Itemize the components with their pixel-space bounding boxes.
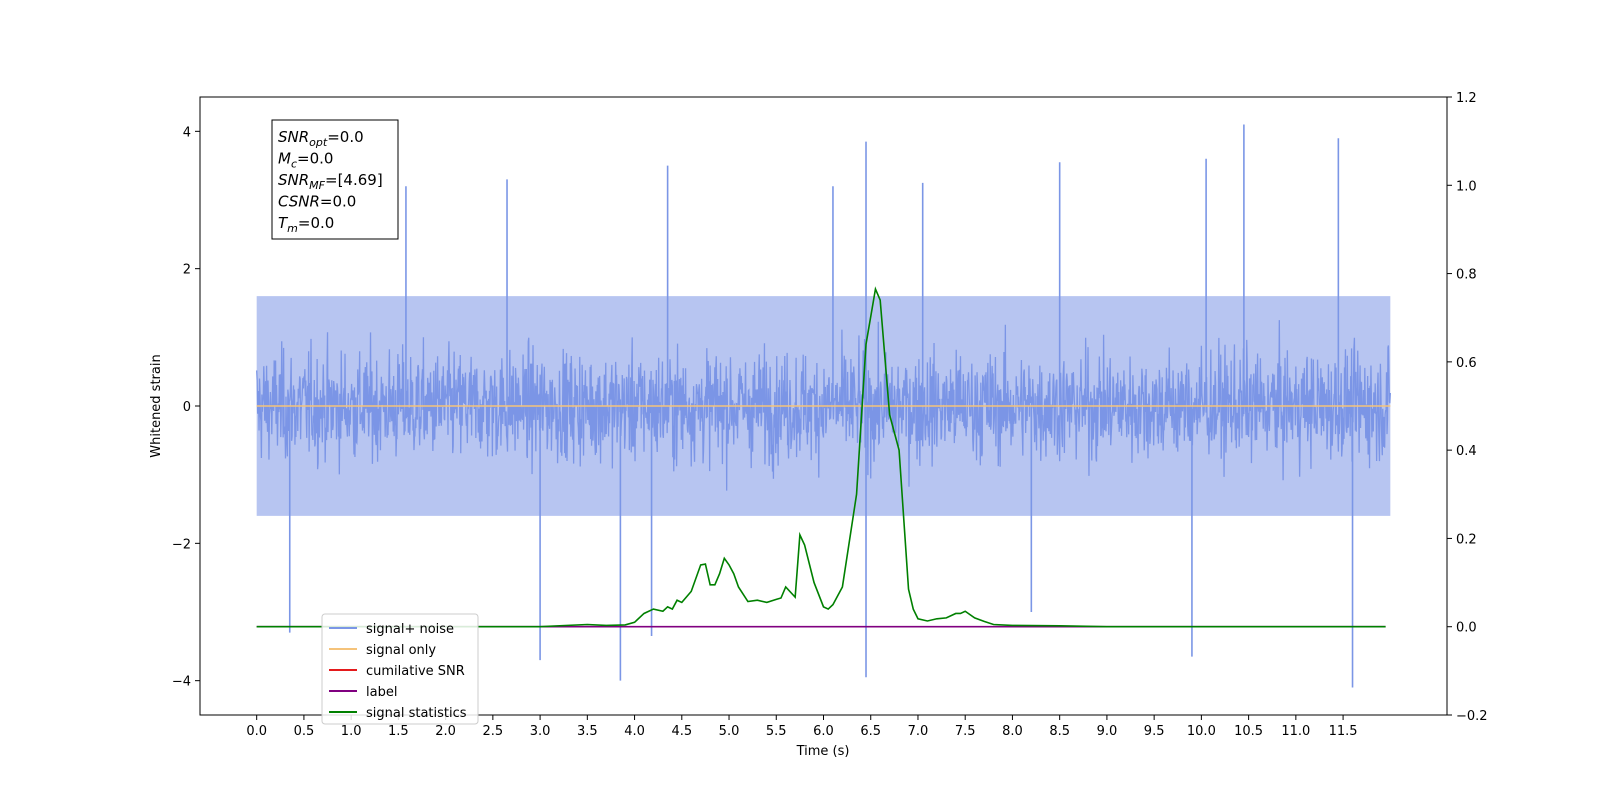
x-tick-label: 6.5 — [860, 724, 881, 739]
x-tick-label: 8.5 — [1049, 724, 1070, 739]
legend-frame — [321, 613, 479, 725]
y-axis-left: −4 −2 0 2 4 — [172, 125, 200, 690]
x-tick-label: 2.5 — [483, 724, 504, 739]
y2-tick-label: 0.8 — [1456, 268, 1477, 283]
x-tick-label: 0.0 — [246, 724, 267, 739]
x-tick-label: 11.5 — [1329, 724, 1358, 739]
x-tick-label: 4.0 — [624, 724, 645, 739]
legend-label: signal+ noise — [366, 622, 454, 637]
x-tick-label: 11.0 — [1281, 724, 1310, 739]
x-tick-label: 5.0 — [719, 724, 740, 739]
y-tick-label: 4 — [183, 125, 191, 140]
annotation-lines: SNRopt=0.0Mc=0.0SNRMF=[4.69]CSNR=0.0Tm=0… — [278, 128, 383, 235]
x-tick-label: 10.0 — [1187, 724, 1216, 739]
y2-tick-label: 1.2 — [1456, 91, 1477, 106]
annotation-line: SNRMF=[4.69] — [278, 171, 383, 192]
annotation-line: Tm=0.0 — [278, 214, 334, 235]
annotation-line: Mc=0.0 — [278, 150, 333, 171]
annotation-base: SNR — [278, 128, 309, 146]
y2-tick-label: −0.2 — [1456, 709, 1488, 724]
legend-label: signal only — [366, 643, 436, 658]
x-tick-label: 2.0 — [435, 724, 456, 739]
annotation-value: =0.0 — [327, 128, 363, 146]
legend: signal+ noise signal only cumilative SNR la… — [321, 613, 479, 725]
annotation-sub: opt — [309, 136, 328, 149]
x-tick-label: 1.5 — [388, 724, 409, 739]
annotation-base: M — [278, 150, 291, 168]
series-layer — [256, 124, 1391, 688]
x-tick-label: 7.0 — [908, 724, 929, 739]
x-tick-label: 1.0 — [341, 724, 362, 739]
annotation-line: CSNR=0.0 — [278, 193, 356, 211]
x-axis: 0.0 0.5 1.0 1.5 2.0 2.5 3.0 3.5 4.0 4.5 5.0 5.5 6.0 6… — [246, 715, 1358, 739]
y2-tick-label: 0.6 — [1456, 356, 1477, 371]
x-tick-label: 5.5 — [766, 724, 787, 739]
annotation-line: SNRopt=0.0 — [278, 128, 364, 149]
annotation-base: T — [278, 214, 289, 232]
x-tick-label: 4.5 — [671, 724, 692, 739]
annotation-box: SNRopt=0.0Mc=0.0SNRMF=[4.69]CSNR=0.0Tm=0… — [271, 119, 399, 240]
y-tick-label: 0 — [183, 400, 191, 415]
y2-tick-label: 0.2 — [1456, 532, 1477, 547]
y2-tick-label: 0.4 — [1456, 444, 1477, 459]
y-tick-label: −2 — [172, 537, 191, 552]
x-tick-label: 0.5 — [294, 724, 315, 739]
x-tick-label: 3.5 — [577, 724, 598, 739]
x-tick-label: 10.5 — [1234, 724, 1263, 739]
series-signal-statistics — [256, 286, 1386, 628]
annotation-frame — [271, 119, 399, 240]
x-tick-label: 3.0 — [530, 724, 551, 739]
y2-tick-label: 1.0 — [1456, 179, 1477, 194]
annotation-value: =0.0 — [320, 193, 356, 211]
y-tick-label: −4 — [172, 675, 191, 690]
legend-label: signal statistics — [366, 706, 467, 721]
x-tick-label: 9.5 — [1144, 724, 1165, 739]
x-tick-label: 7.5 — [955, 724, 976, 739]
legend-label: label — [366, 685, 397, 700]
annotation-sub: c — [291, 158, 297, 171]
y-tick-label: 2 — [183, 263, 191, 278]
annotation-sub: m — [287, 222, 298, 235]
annotation-base: SNR — [278, 171, 309, 189]
y-axis-label: Whitened strain — [149, 354, 164, 457]
legend-label: cumilative SNR — [366, 664, 465, 679]
legend-items: signal+ noise signal only cumilative SNR la… — [329, 622, 467, 721]
annotation-base: CSNR — [278, 193, 320, 211]
x-tick-label: 9.0 — [1097, 724, 1118, 739]
y-axis-right: −0.2 0.0 0.2 0.4 0.6 0.8 1.0 1.2 — [1447, 91, 1488, 724]
x-tick-label: 6.0 — [813, 724, 834, 739]
annotation-value: =0.0 — [297, 150, 333, 168]
y2-tick-label: 0.0 — [1456, 621, 1477, 636]
x-axis-label: Time (s) — [796, 744, 850, 759]
annotation-value: =[4.69] — [325, 171, 383, 189]
x-tick-label: 8.0 — [1002, 724, 1023, 739]
annotation-value: =0.0 — [298, 214, 334, 232]
annotation-sub: MF — [309, 179, 325, 192]
